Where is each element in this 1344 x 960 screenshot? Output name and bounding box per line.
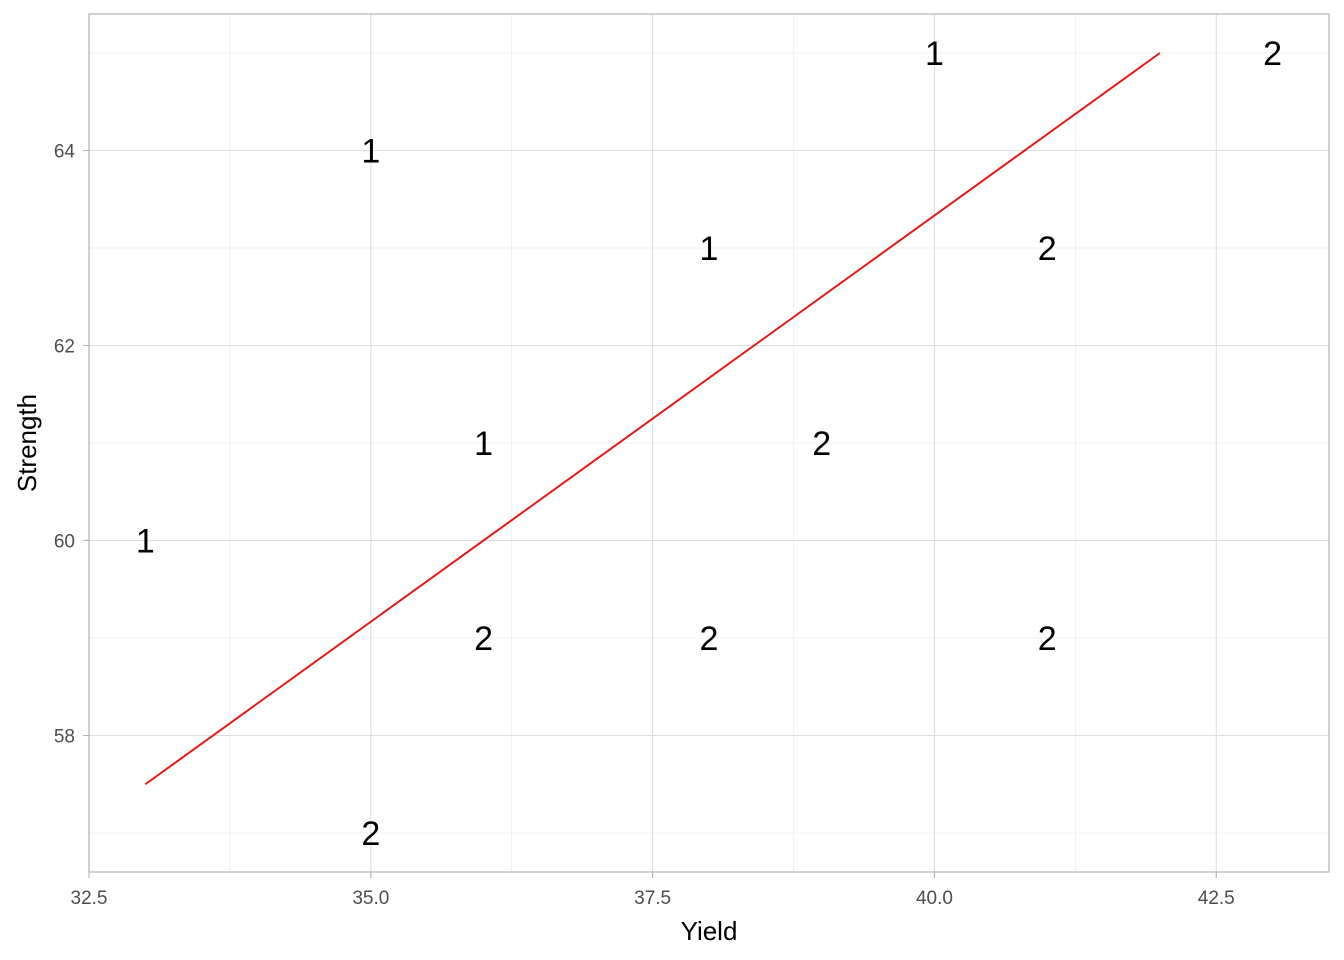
x-axis-title: Yield	[681, 916, 738, 946]
x-tick-label: 37.5	[634, 888, 671, 909]
regression-line	[144, 52, 1161, 786]
x-tick-label: 40.0	[916, 888, 953, 909]
point-label-group-2: 2	[1038, 230, 1057, 268]
y-axis-ticks: 58 60 62 64	[54, 142, 89, 748]
y-axis-title: Strength	[12, 394, 42, 492]
plot-panel-border	[88, 13, 1330, 873]
point-label-group-1: 1	[474, 425, 493, 463]
point-label-group-1: 1	[136, 523, 155, 561]
major-grid	[88, 14, 1329, 872]
minor-grid	[89, 14, 1329, 872]
y-tick-label: 58	[54, 727, 75, 748]
y-tick-label: 64	[54, 142, 76, 163]
points-layer: 1 1 1 1 1 2 2 2 2 2 2 2	[136, 35, 1282, 853]
y-tick-label: 62	[54, 337, 75, 358]
point-label-group-2: 2	[700, 620, 719, 658]
point-label-group-1: 1	[925, 35, 944, 73]
fit-line-layer	[144, 52, 1161, 786]
point-label-group-2: 2	[474, 620, 493, 658]
point-label-group-2: 2	[361, 815, 380, 853]
point-label-group-2: 2	[1038, 620, 1057, 658]
point-label-group-1: 1	[361, 133, 380, 171]
y-tick-label: 60	[54, 532, 75, 553]
x-axis-ticks: 32.5 35.0 37.5 40.0 42.5	[71, 872, 1235, 909]
x-tick-label: 32.5	[71, 888, 108, 909]
point-label-group-2: 2	[812, 425, 831, 463]
x-tick-label: 42.5	[1198, 888, 1235, 909]
x-tick-label: 35.0	[352, 888, 389, 909]
point-label-group-2: 2	[1263, 35, 1282, 73]
point-label-group-1: 1	[700, 230, 719, 268]
